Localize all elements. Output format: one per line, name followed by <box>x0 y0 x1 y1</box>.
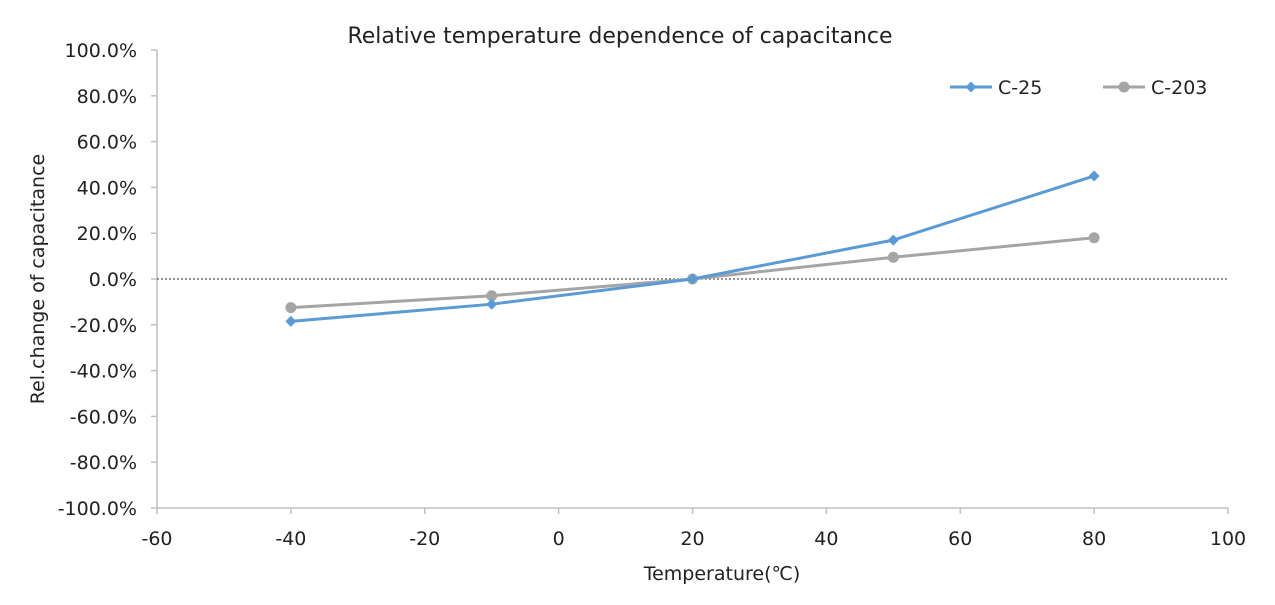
legend-marker <box>1118 81 1130 93</box>
y-tick-label: -40.0% <box>70 361 137 383</box>
x-tick-label: -40 <box>275 528 306 550</box>
data-point <box>887 234 899 246</box>
data-point <box>1088 232 1100 244</box>
y-tick-label: -80.0% <box>70 452 137 474</box>
x-tick-label: 40 <box>814 528 838 550</box>
series-line <box>290 236 1095 310</box>
legend-label: C-203 <box>1151 77 1207 99</box>
y-tick-label: 80.0% <box>77 86 137 108</box>
chart-title: Relative temperature dependence of capac… <box>347 24 892 49</box>
y-tick-label: -100.0% <box>58 498 137 520</box>
y-tick-label: -60.0% <box>70 406 137 428</box>
legend-item-c-25: C-25 <box>950 77 1042 99</box>
y-tick-label: 40.0% <box>77 177 137 199</box>
x-axis-label: Temperature(℃) <box>643 563 801 585</box>
data-point <box>285 315 297 327</box>
data-point <box>887 251 899 263</box>
x-tick-label: -60 <box>141 528 172 550</box>
x-tick-label: 60 <box>948 528 972 550</box>
x-tick-label: -20 <box>409 528 440 550</box>
data-point <box>1088 170 1100 182</box>
y-tick-label: -20.0% <box>70 315 137 337</box>
y-tick-label: 100.0% <box>65 40 137 62</box>
y-tick-label: 60.0% <box>77 132 137 154</box>
data-point <box>687 273 698 285</box>
series-c-203 <box>285 232 1100 314</box>
legend-marker <box>965 81 977 93</box>
legend-label: C-25 <box>998 77 1042 99</box>
x-tick-label: 20 <box>680 528 704 550</box>
y-axis-label: Rel.change of capacitance <box>27 154 49 404</box>
x-tick-label: 100 <box>1210 528 1246 550</box>
x-tick-label: 80 <box>1082 528 1106 550</box>
y-tick-label: 0.0% <box>89 269 137 291</box>
data-point <box>285 302 297 314</box>
y-tick-label: 20.0% <box>77 223 137 245</box>
data-point <box>486 290 498 302</box>
series-c-25 <box>285 170 1100 327</box>
legend-item-c-203: C-203 <box>1103 77 1207 99</box>
x-tick-label: 0 <box>553 528 565 550</box>
data-point <box>486 298 498 310</box>
